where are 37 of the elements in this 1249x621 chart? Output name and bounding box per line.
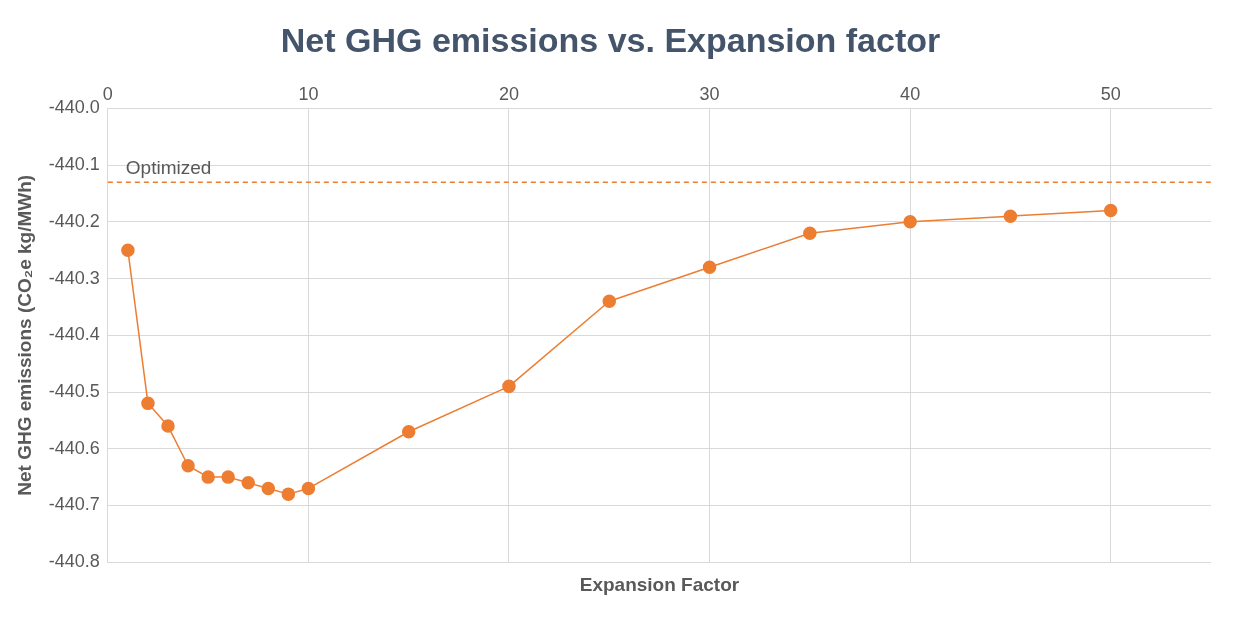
x-axis-title: Expansion Factor [579, 573, 740, 595]
y-tick-label: -440.6 [48, 437, 100, 458]
y-tick-label: -440.7 [48, 494, 100, 515]
point [803, 226, 817, 240]
point [141, 396, 155, 411]
y-tick-label: -440.2 [48, 210, 100, 231]
x-tick-label: 50 [1100, 83, 1121, 104]
point [502, 379, 516, 394]
y-axis-title: Net GHG emissions (CO₂e kg/MWh) [13, 174, 35, 496]
point [1103, 203, 1118, 218]
point [221, 470, 235, 484]
y-tick-label: -440.4 [48, 324, 100, 345]
point [201, 470, 215, 484]
point [121, 243, 135, 257]
point [181, 459, 195, 473]
y-tick-label: -440.1 [48, 154, 100, 175]
point [903, 215, 917, 229]
y-tick-label: -440.8 [48, 551, 100, 572]
x-tick-label: 10 [298, 83, 319, 104]
y-tick-label: -440.3 [48, 267, 100, 288]
point [241, 476, 255, 490]
point [281, 487, 296, 501]
point [261, 481, 276, 496]
point [702, 260, 717, 274]
x-tick-label: 30 [699, 83, 720, 104]
point [161, 419, 175, 433]
point [602, 294, 617, 309]
y-tick-label: -440.0 [48, 97, 100, 118]
chart-title: Net GHG emissions vs. Expansion factor [280, 20, 941, 59]
ref-line-label: Optimized [125, 156, 212, 178]
x-tick-label: 20 [498, 83, 519, 104]
x-tick-label: 0 [102, 83, 113, 104]
point [1003, 209, 1018, 223]
point [301, 481, 316, 496]
y-tick-label: -440.5 [48, 380, 100, 401]
x-tick-label: 40 [900, 83, 921, 104]
point [401, 424, 416, 439]
